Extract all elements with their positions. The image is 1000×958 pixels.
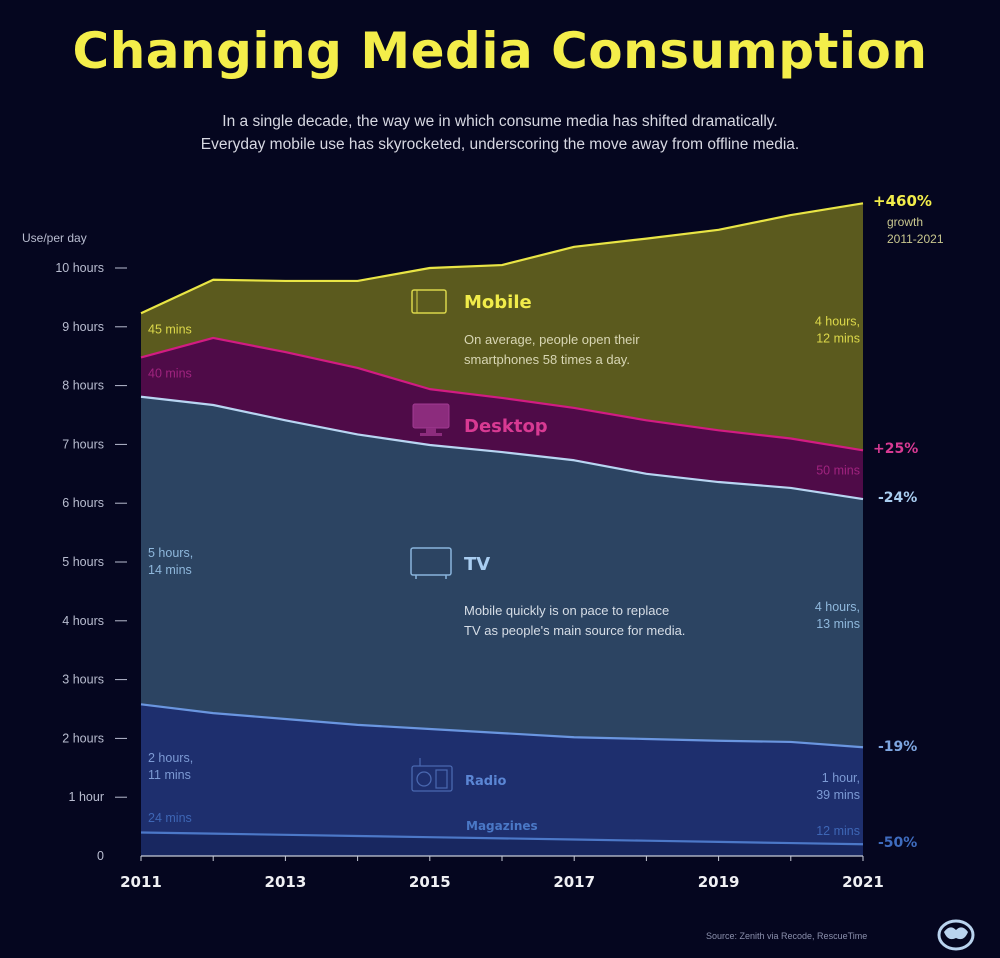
x-tick-label: 2019 <box>698 873 740 891</box>
line-mobile <box>140 202 864 315</box>
tv-start-label: 5 hours, <box>148 546 193 560</box>
desktop-annotation-title: Desktop <box>464 416 548 437</box>
source-credit: Source: Zenith via Recode, RescueTime <box>706 931 868 941</box>
desktop-annotation: Desktop <box>412 403 548 437</box>
radio-end-label: 39 mins <box>816 788 860 802</box>
x-tick-label: 2013 <box>265 873 307 891</box>
y-tick-label: 5 hours <box>62 555 104 569</box>
mobile-end-label: 12 mins <box>816 331 860 345</box>
page-title: Changing Media Consumption <box>72 22 928 80</box>
tv-annotation: TV Mobile quickly is on pace to replace … <box>410 547 685 638</box>
x-ticks: 2011 2013 2015 2017 2019 2021 <box>120 855 884 891</box>
y-tick-label: 3 hours <box>62 673 104 687</box>
line-desktop <box>140 336 864 452</box>
y-axis-title: Use/per day <box>22 231 87 245</box>
tv-end-label: 4 hours, <box>815 600 860 614</box>
y-tick-label: 10 hours <box>55 261 104 275</box>
radio-icon <box>411 758 453 792</box>
page-subtitle: In a single decade, the way we in which … <box>0 110 1000 156</box>
tv-start-label: 14 mins <box>148 563 192 577</box>
desktop-monitor-icon <box>412 403 450 436</box>
x-tick-label: 2015 <box>409 873 451 891</box>
y-ticks: 0 1 hour 2 hours 3 hours 4 hours 5 hours 6 hou… <box>55 261 127 863</box>
series-value-labels: 24 mins 12 mins 2 hours, 11 mins 1 hour, 39 m… <box>148 314 860 838</box>
area-magazines <box>141 832 863 856</box>
x-tick-label: 2011 <box>120 873 162 891</box>
mobile-end-label: 4 hours, <box>815 314 860 328</box>
magazines-label: Magazines <box>466 819 538 833</box>
radio-start-label: 2 hours, <box>148 751 193 765</box>
line-tv <box>140 395 864 501</box>
x-tick-label: 2017 <box>553 873 595 891</box>
y-tick-label: 8 hours <box>62 379 104 393</box>
magazines-start-label: 24 mins <box>148 811 192 825</box>
mobile-annotation-line-2: smartphones 58 times a day. <box>464 352 630 367</box>
y-tick-label: 4 hours <box>62 614 104 628</box>
y-tick-label: 0 <box>97 849 104 863</box>
line-magazines <box>140 831 864 846</box>
tv-annotation-line-2: TV as people's main source for media. <box>464 623 685 638</box>
mobile-change-note-2: 2011-2021 <box>887 232 944 246</box>
y-tick-label: 2 hours <box>62 731 104 745</box>
mobile-start-label: 45 mins <box>148 322 192 336</box>
visual-capitalist-logo-icon <box>937 919 975 951</box>
area-radio <box>141 704 863 856</box>
radio-annotation: Radio <box>411 758 507 792</box>
radio-end-label: 1 hour, <box>822 771 860 785</box>
tv-annotation-line-1: Mobile quickly is on pace to replace <box>464 603 669 618</box>
desktop-end-label: 50 mins <box>816 463 860 477</box>
mobile-change-note-1: growth <box>887 215 923 229</box>
area-layers <box>141 203 863 856</box>
y-tick-label: 9 hours <box>62 320 104 334</box>
line-radio <box>140 703 864 749</box>
mobile-annotation: Mobile On average, people open their sma… <box>411 289 640 367</box>
x-tick-label: 2021 <box>842 873 884 891</box>
subtitle-line-2: Everyday mobile use has skyrocketed, und… <box>200 136 800 153</box>
radio-start-label: 11 mins <box>148 768 191 782</box>
boundary-lines <box>140 202 864 846</box>
y-tick-label: 6 hours <box>62 496 104 510</box>
axes: Use/per day <box>22 231 87 245</box>
subtitle-line-1: In a single decade, the way we in which … <box>222 113 778 130</box>
tv-end-label: 13 mins <box>816 617 860 631</box>
radio-change: -19% <box>878 739 917 755</box>
y-tick-label: 1 hour <box>69 790 104 804</box>
magazines-change: -50% <box>878 835 917 851</box>
smartphone-icon <box>411 289 447 314</box>
desktop-change: +25% <box>873 441 918 457</box>
mobile-annotation-line-1: On average, people open their <box>464 332 640 347</box>
tv-change: -24% <box>878 490 917 506</box>
desktop-start-label: 40 mins <box>148 366 192 380</box>
tv-annotation-title: TV <box>464 554 490 575</box>
mobile-change: +460% <box>873 192 932 210</box>
tv-icon <box>410 547 452 579</box>
y-tick-label: 7 hours <box>62 437 104 451</box>
mobile-annotation-title: Mobile <box>464 292 532 313</box>
radio-label: Radio <box>465 774 507 789</box>
magazines-end-label: 12 mins <box>816 824 860 838</box>
